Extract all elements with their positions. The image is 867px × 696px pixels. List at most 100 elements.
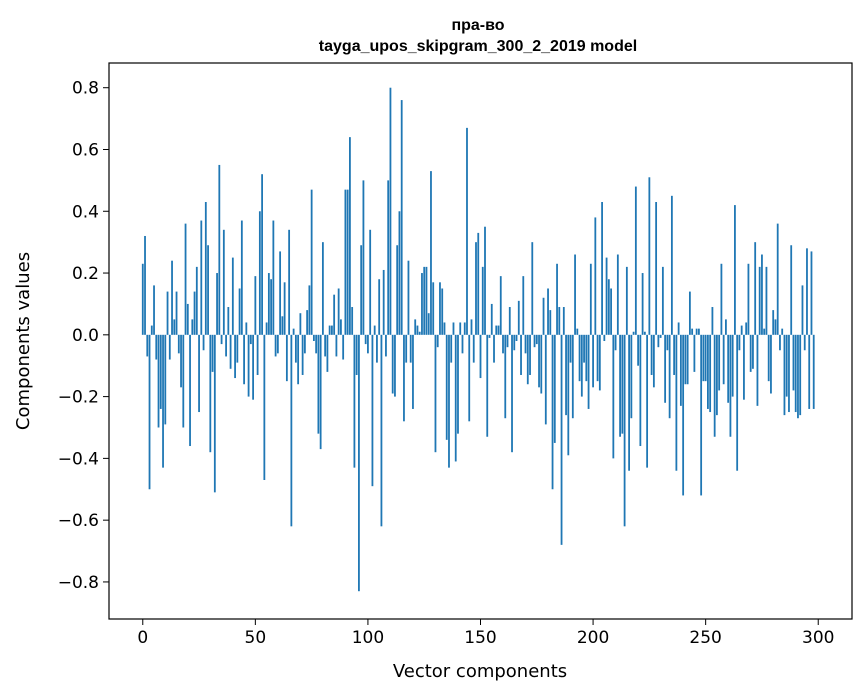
bar	[364, 334, 367, 345]
bar	[236, 334, 239, 363]
bar	[317, 334, 320, 434]
x-axis: 0 50 100 150 200 250 300	[137, 619, 834, 648]
bar	[333, 294, 336, 335]
bar	[472, 334, 475, 363]
bar	[752, 334, 754, 369]
bar	[173, 319, 176, 335]
x-tick-label: 100	[352, 628, 384, 648]
bar	[292, 328, 295, 335]
bar	[378, 279, 381, 335]
bar	[168, 334, 171, 360]
bar	[810, 251, 813, 335]
bar	[202, 334, 205, 351]
bar	[385, 334, 387, 357]
chart-subtitle: tayga_upos_skipgram_300_2_2019 model	[319, 38, 637, 55]
y-tick-label: 0.6	[72, 140, 99, 160]
bar	[772, 310, 775, 335]
bar	[506, 334, 509, 348]
bar	[315, 334, 318, 354]
bar	[641, 273, 644, 335]
bar	[616, 254, 619, 335]
bar	[369, 229, 372, 335]
bar	[180, 334, 182, 388]
bar	[517, 300, 520, 335]
bar	[594, 217, 597, 335]
bar	[801, 285, 804, 335]
bar	[495, 325, 498, 335]
bar	[175, 291, 178, 335]
bar	[470, 319, 473, 335]
bar	[186, 303, 189, 335]
bar	[646, 334, 649, 468]
bar	[279, 251, 282, 335]
bar	[596, 334, 599, 382]
bar	[540, 334, 543, 394]
bar	[477, 232, 480, 335]
bar	[738, 334, 741, 351]
bar	[436, 334, 439, 348]
bar	[225, 334, 227, 357]
bar	[513, 334, 516, 351]
bar	[493, 334, 495, 363]
bar	[544, 334, 547, 425]
bar	[761, 254, 763, 335]
bar	[153, 285, 155, 335]
bar	[533, 334, 536, 348]
chart-title: пра-во	[451, 17, 504, 34]
bar	[321, 242, 324, 335]
bar	[150, 325, 153, 335]
bar	[382, 269, 385, 335]
bar	[380, 334, 383, 527]
bar	[157, 334, 160, 428]
bar	[538, 334, 540, 388]
bar	[155, 334, 158, 360]
bar	[191, 319, 194, 335]
bar	[274, 334, 277, 357]
bar	[367, 334, 369, 354]
bar	[340, 319, 342, 335]
bar	[207, 245, 209, 335]
bar	[797, 334, 799, 419]
bar	[490, 303, 493, 335]
bar	[666, 334, 669, 351]
bar	[625, 266, 628, 335]
bar	[619, 334, 621, 437]
bar	[603, 334, 606, 341]
bar	[189, 334, 191, 447]
bar	[400, 100, 403, 335]
bar	[414, 319, 417, 335]
x-tick-label: 250	[689, 628, 721, 648]
bar	[659, 334, 662, 338]
bar	[698, 328, 700, 335]
bar	[628, 334, 630, 471]
bar	[335, 334, 338, 357]
bar	[276, 334, 279, 354]
bar	[263, 334, 266, 480]
bar	[731, 334, 734, 397]
bar	[249, 334, 252, 345]
bar	[394, 334, 396, 397]
bar	[661, 266, 664, 335]
bar	[270, 279, 273, 335]
x-tick-label: 200	[577, 628, 609, 648]
bar	[688, 291, 691, 335]
bar	[511, 334, 513, 453]
bar	[486, 334, 489, 437]
y-tick-label: −0.2	[58, 388, 99, 408]
bar	[434, 334, 437, 453]
bar	[450, 334, 453, 363]
bar	[430, 171, 432, 335]
bar	[614, 334, 617, 351]
bar	[547, 288, 549, 335]
bar	[601, 202, 603, 335]
bar	[376, 334, 378, 363]
bar	[634, 186, 637, 335]
bar	[425, 266, 428, 335]
bar	[213, 334, 216, 493]
bar	[734, 205, 736, 335]
bar	[695, 328, 698, 335]
bar	[700, 334, 703, 496]
bar	[779, 334, 781, 351]
x-tick-label: 0	[137, 628, 148, 648]
bar	[713, 334, 716, 437]
